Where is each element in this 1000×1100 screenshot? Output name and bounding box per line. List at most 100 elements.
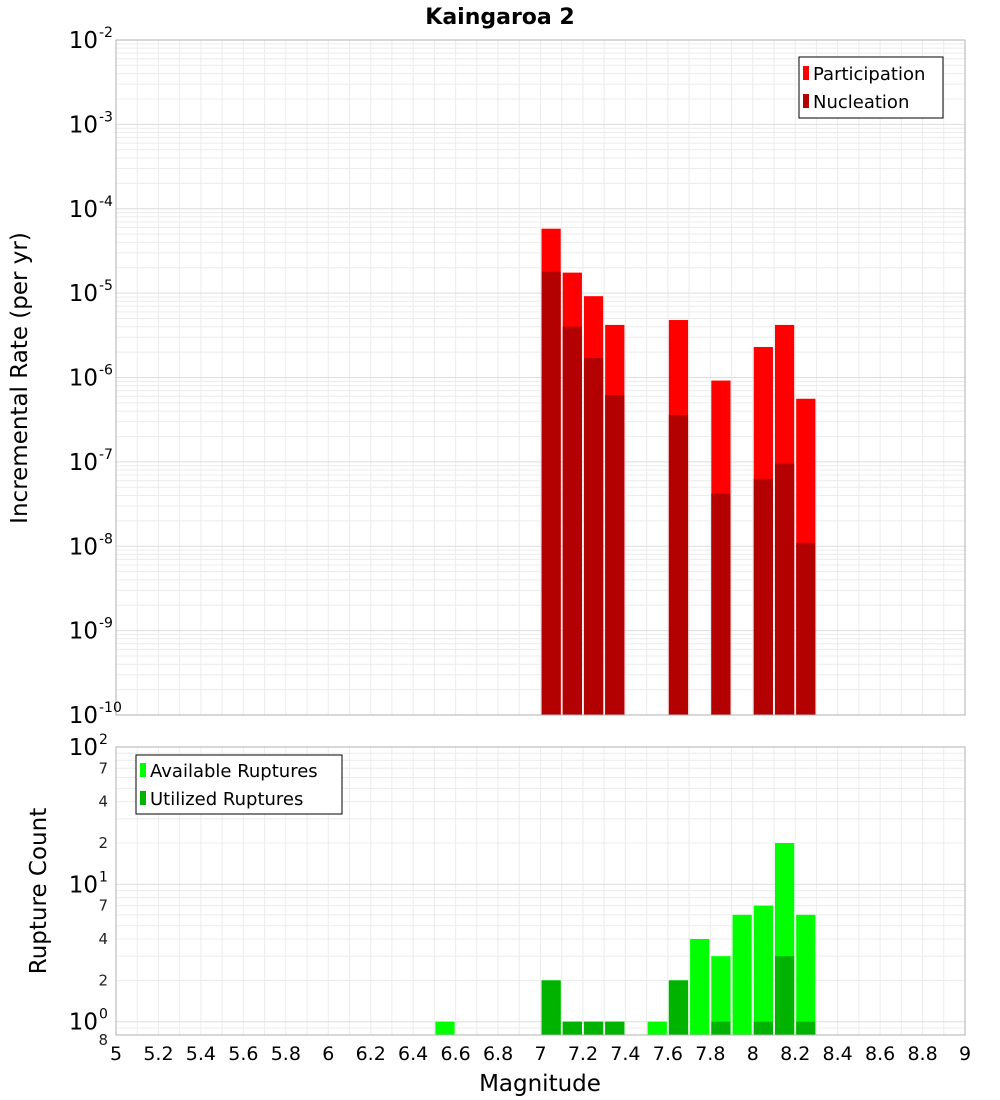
top-y-tick-label: 10 (69, 112, 98, 138)
top-legend-box (798, 56, 944, 119)
x-tick-label: 5.8 (271, 1043, 301, 1065)
bottom-y-axis-label: Rupture Count (26, 808, 52, 974)
top-y-tick-label: 10 (69, 281, 98, 307)
bar-utilized-ruptures (711, 1021, 731, 1035)
top-y-tick-label: 10 (69, 197, 98, 223)
legend-label-participation: Participation (813, 64, 925, 85)
bottom-y-tick-label: 10 (69, 1010, 98, 1036)
top-bars (541, 228, 816, 716)
bar-nucleation (753, 478, 773, 715)
x-tick-label: 8.8 (907, 1043, 937, 1065)
x-tick-label: 5.4 (186, 1043, 216, 1065)
x-tick-label: 6.4 (398, 1043, 428, 1065)
x-tick-label: 6.2 (356, 1043, 386, 1065)
top-y-tick-label-exponent: -7 (99, 447, 113, 463)
chart-title: Kaingaroa 2 (425, 5, 574, 30)
top-y-tick-label: 10 (69, 703, 98, 729)
x-tick-label: 8.6 (865, 1043, 895, 1065)
top-y-tick-label-exponent: -4 (99, 194, 113, 210)
bar-nucleation (796, 542, 816, 715)
legend-label-utilized-ruptures: Utilized Ruptures (150, 789, 303, 810)
bottom-y-minor-tick-label: 2 (98, 971, 108, 989)
x-tick-label: 5 (110, 1043, 122, 1065)
bar-utilized-ruptures (583, 1021, 604, 1035)
x-tick-label: 7.6 (653, 1043, 683, 1065)
bar-nucleation (774, 463, 795, 715)
bar-available-ruptures (690, 939, 710, 1035)
bar-nucleation (562, 326, 582, 715)
bar-utilized-ruptures (668, 980, 689, 1035)
x-tick-label: 9 (959, 1043, 971, 1065)
x-tick-label: 5.2 (143, 1043, 173, 1065)
bottom-legend: Available Ruptures Utilized Ruptures (135, 754, 343, 815)
bar-nucleation (541, 271, 561, 715)
bar-utilized-ruptures (605, 1021, 625, 1035)
bottom-y-tick-label: 10 (69, 872, 98, 898)
x-tick-label: 7.8 (695, 1043, 725, 1065)
legend-swatch-available-ruptures (140, 763, 146, 777)
bar-available-ruptures (711, 956, 731, 1035)
top-y-tick-label-exponent: -10 (99, 700, 122, 716)
x-tick-label: 8.4 (823, 1043, 853, 1065)
bar-nucleation (583, 358, 604, 715)
top-grid (115, 40, 966, 716)
top-y-tick-label-exponent: -3 (99, 109, 113, 125)
top-y-tick-label-exponent: -2 (99, 25, 113, 41)
x-ticks: 5 5.2 5.4 5.6 5.8 6 6.2 6.4 6.6 6.8 7 7.2 7.4 7.6 7.8 8… (110, 1043, 971, 1065)
bottom-y-tick-label-exponent: 2 (99, 732, 108, 748)
top-y-axis-label: Incremental Rate (per yr) (7, 232, 33, 524)
bar-available-ruptures (647, 1021, 667, 1035)
top-y-tick-label-exponent: -5 (99, 278, 113, 294)
bar-utilized-ruptures (541, 980, 561, 1035)
bar-nucleation (711, 493, 731, 715)
x-tick-label: 8.2 (780, 1043, 810, 1065)
bar-utilized-ruptures (562, 1021, 582, 1035)
top-y-tick-label: 10 (69, 366, 98, 392)
x-tick-label: 8 (747, 1043, 759, 1065)
legend-swatch-utilized-ruptures (140, 791, 146, 805)
bar-available-ruptures (435, 1021, 455, 1035)
x-tick-label: 7.2 (568, 1043, 598, 1065)
bottom-y-tick-label-exponent: 0 (99, 1007, 108, 1023)
legend-swatch-participation (803, 66, 809, 80)
bottom-plot-frame (115, 746, 966, 1036)
bottom-bars (435, 843, 816, 1035)
bar-utilized-ruptures (796, 1021, 816, 1035)
bottom-legend-box (135, 754, 343, 815)
legend-label-nucleation: Nucleation (813, 92, 909, 113)
x-tick-label: 6.8 (483, 1043, 513, 1065)
bottom-y-minor-tick-label: 7 (98, 897, 108, 915)
bottom-y-minor-tick-label: 4 (98, 930, 108, 948)
bottom-y-minor-tick-label: 8 (98, 1031, 108, 1049)
top-y-tick-label: 10 (69, 619, 98, 645)
x-tick-label: 7 (534, 1043, 546, 1065)
x-tick-label: 6 (322, 1043, 334, 1065)
x-axis-label: Magnitude (479, 1071, 601, 1097)
top-y-tick-label-exponent: -6 (99, 363, 113, 379)
bottom-y-minor-tick-label: 7 (98, 759, 108, 777)
bar-utilized-ruptures (774, 956, 795, 1035)
bar-available-ruptures (732, 914, 752, 1035)
top-y-tick-label: 10 (69, 28, 98, 54)
bar-available-ruptures (753, 905, 773, 1035)
bottom-y-minor-tick-label: 4 (98, 793, 108, 811)
bar-nucleation (668, 414, 689, 715)
x-tick-label: 6.6 (440, 1043, 470, 1065)
bottom-y-tick-label: 10 (69, 735, 98, 761)
bar-available-ruptures (796, 914, 816, 1035)
legend-label-available-ruptures: Available Ruptures (150, 761, 318, 782)
bar-nucleation (605, 395, 625, 715)
top-y-tick-label: 10 (69, 534, 98, 560)
top-y-tick-label-exponent: -9 (99, 616, 113, 632)
top-legend: Participation Nucleation (798, 56, 944, 119)
top-y-tick-label: 10 (69, 450, 98, 476)
bottom-y-minor-tick-label: 2 (98, 834, 108, 852)
bar-utilized-ruptures (753, 1021, 773, 1035)
top-y-tick-label-exponent: -8 (99, 531, 113, 547)
x-tick-label: 5.6 (228, 1043, 258, 1065)
legend-swatch-nucleation (803, 94, 809, 108)
top-plot-frame (115, 39, 966, 716)
